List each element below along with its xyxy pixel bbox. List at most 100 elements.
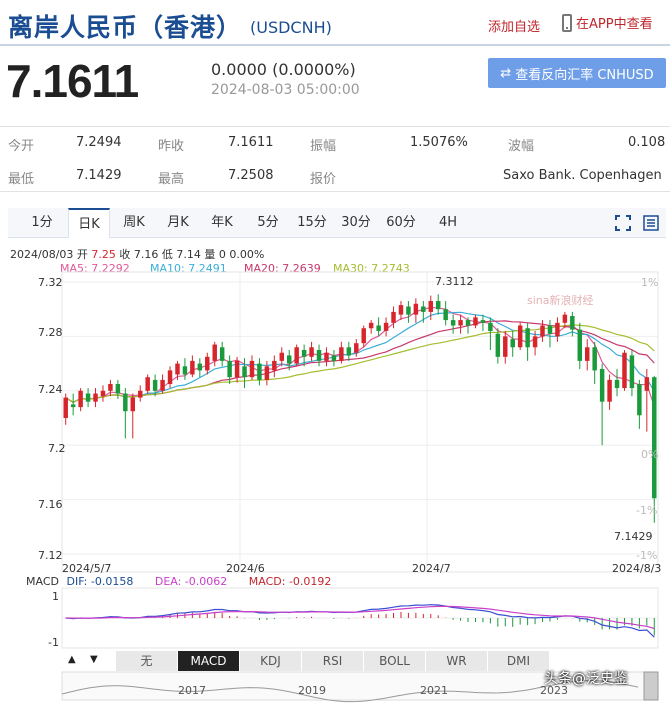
candle	[629, 350, 635, 397]
candle	[160, 374, 165, 394]
candle-body	[644, 377, 650, 391]
candle-body	[242, 366, 247, 378]
candle	[398, 301, 404, 321]
candle-body	[301, 350, 307, 357]
candle-body	[503, 336, 508, 357]
candle	[93, 388, 98, 408]
pct-tick: -1%	[636, 549, 658, 562]
candle-body	[570, 316, 575, 330]
tab-5min[interactable]: 5分	[257, 215, 279, 230]
y-tick: 7.32	[38, 276, 63, 289]
candle	[63, 393, 68, 425]
candle-body	[383, 322, 389, 331]
tab-monthly[interactable]: 月K	[167, 215, 189, 230]
candle-body	[346, 347, 352, 356]
stat-value: Saxo Bank. Copenhagen	[503, 168, 662, 183]
candle	[592, 341, 597, 384]
tab-daily[interactable]: 日K	[68, 208, 110, 238]
candle	[577, 322, 583, 370]
candle	[279, 347, 285, 367]
period-tabs: 1分 日K 周K 月K 年K 5分 15分 30分 60分 4H	[8, 208, 666, 238]
x-tick: 2024/7	[412, 562, 451, 575]
candle-body	[115, 384, 121, 394]
pct-tick: -1%	[636, 504, 658, 517]
tab-15min[interactable]: 15分	[297, 215, 327, 230]
candle-body	[145, 377, 150, 391]
candle	[503, 330, 508, 364]
open-in-app-link[interactable]: 在APP中查看	[562, 13, 653, 32]
scroll-down-icon[interactable]: ▼	[90, 654, 98, 665]
ohlc-date: 2024/08/03	[10, 248, 74, 261]
candle-body	[607, 379, 612, 402]
candle	[331, 350, 337, 367]
tab-boll[interactable]: BOLL	[364, 651, 426, 671]
candle-body	[286, 355, 292, 364]
candle	[212, 341, 217, 367]
candle-body	[488, 322, 493, 331]
candle	[70, 393, 76, 416]
candle-body	[167, 370, 173, 384]
candle	[652, 375, 657, 523]
chart-watermark: sina新浪财经	[527, 294, 594, 307]
candle-body	[443, 309, 448, 321]
navigator-year: 2019	[298, 684, 326, 697]
candle	[167, 366, 173, 389]
candle-body	[264, 366, 270, 380]
stat-value: 7.1611	[228, 135, 274, 150]
candle-body	[555, 322, 560, 337]
candle-body	[339, 347, 344, 361]
candle	[614, 369, 620, 397]
stat-value: 7.1429	[76, 168, 122, 183]
ohlc-close: 7.16	[133, 248, 159, 261]
tab-30min[interactable]: 30分	[341, 215, 371, 230]
candle	[622, 350, 627, 391]
settings-icon[interactable]	[642, 214, 660, 232]
stat-value: 0.108	[628, 135, 666, 150]
candle	[234, 356, 240, 383]
candle-body	[562, 314, 568, 323]
candle-body	[465, 320, 471, 326]
candle-body	[93, 393, 98, 402]
source-watermark: 头条@泛史鉴	[544, 671, 628, 687]
add-favorite-link[interactable]: 添加自选	[488, 20, 541, 35]
candle-body	[517, 325, 523, 348]
candle-body	[160, 379, 165, 391]
tab-60min[interactable]: 60分	[386, 215, 416, 230]
candle-body	[272, 360, 277, 371]
candle-body	[324, 352, 329, 361]
tab-weekly[interactable]: 周K	[123, 215, 145, 230]
candle	[130, 393, 136, 439]
candle-body	[279, 352, 285, 361]
tab-rsi[interactable]: RSI	[302, 651, 364, 671]
kline-chart[interactable]	[0, 270, 670, 704]
tab-kdj[interactable]: KDJ	[240, 651, 302, 671]
candle	[562, 311, 568, 329]
stat-label: 报价	[310, 172, 337, 187]
tab-4h[interactable]: 4H	[438, 215, 458, 230]
tab-none[interactable]: 无	[116, 651, 178, 671]
tab-wr[interactable]: WR	[426, 651, 488, 671]
tab-dmi[interactable]: DMI	[488, 651, 550, 671]
candle	[324, 347, 329, 367]
scroll-up-icon[interactable]: ▲	[68, 654, 76, 665]
reverse-rate-button[interactable]: ⇄ 查看反向汇率 CNHUSD	[488, 58, 666, 88]
candle-body	[100, 390, 106, 397]
candle-body	[391, 311, 396, 323]
candle	[480, 314, 486, 331]
candle	[205, 352, 210, 375]
candle-body	[368, 322, 374, 329]
tab-yearly[interactable]: 年K	[211, 215, 233, 230]
tab-macd[interactable]: MACD	[178, 651, 240, 671]
navigator-handle	[643, 671, 659, 701]
tab-1min[interactable]: 1分	[31, 215, 53, 230]
candle	[309, 341, 314, 361]
candle-body	[257, 363, 262, 380]
macd-readout: MACD DIF: -0.0158 DEA: -0.0062 MACD: -0.…	[26, 575, 331, 588]
ohlc-low: 7.14	[176, 248, 201, 261]
ohlc-low-label: 低	[161, 248, 173, 261]
candle-body	[331, 355, 337, 361]
candle	[644, 369, 650, 432]
ohlc-pct: 0.00%	[229, 248, 265, 261]
fullscreen-icon[interactable]	[614, 214, 632, 232]
candle	[391, 306, 396, 329]
